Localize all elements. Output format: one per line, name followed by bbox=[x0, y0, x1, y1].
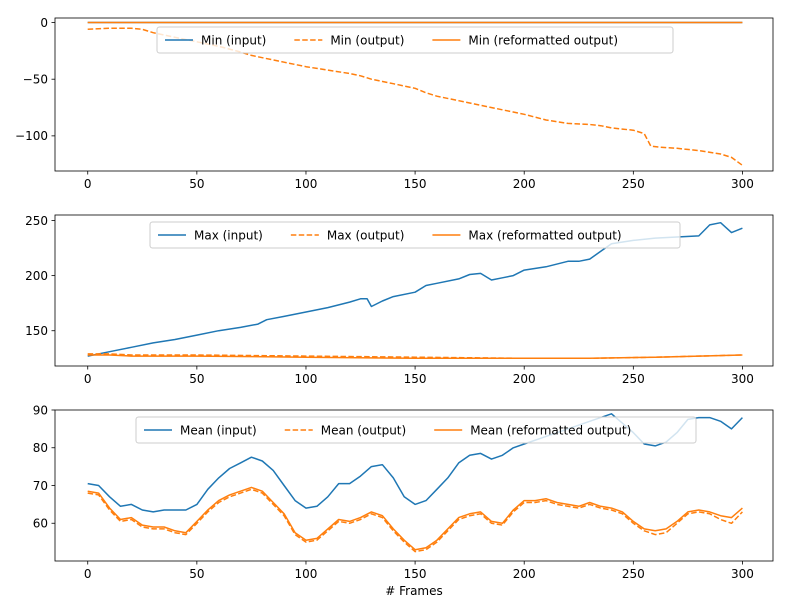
y-tick-label: 70 bbox=[33, 479, 48, 493]
axes-frame bbox=[54, 214, 774, 367]
x-tick-label: 300 bbox=[731, 567, 754, 581]
x-tick-label: 150 bbox=[404, 177, 427, 191]
y-tick-label: 60 bbox=[33, 517, 48, 531]
x-tick-label: 200 bbox=[513, 177, 536, 191]
legend-label: Mean (output) bbox=[321, 423, 406, 437]
x-tick-label: 150 bbox=[404, 372, 427, 386]
x-tick-label: 0 bbox=[84, 567, 92, 581]
legend-label: Max (reformatted output) bbox=[468, 228, 621, 242]
legend: Max (input) Max (output) Max (reformatted … bbox=[149, 221, 681, 249]
y-tick-label: 80 bbox=[33, 441, 48, 455]
x-tick-label: 300 bbox=[731, 177, 754, 191]
x-tick-label: 150 bbox=[404, 567, 427, 581]
x-tick-label: 100 bbox=[295, 372, 318, 386]
x-tick-label: 0 bbox=[84, 372, 92, 386]
legend-box bbox=[135, 416, 697, 444]
legend-label: Mean (input) bbox=[180, 423, 257, 437]
x-tick-label: 50 bbox=[189, 372, 204, 386]
x-tick-label: 300 bbox=[731, 372, 754, 386]
y-tick-label: 150 bbox=[25, 324, 48, 338]
x-tick-label: 50 bbox=[189, 567, 204, 581]
axes-frame bbox=[54, 17, 774, 172]
legend-box bbox=[149, 221, 681, 249]
x-tick-label: 250 bbox=[622, 567, 645, 581]
legend-label: Max (input) bbox=[194, 228, 263, 242]
x-tick-label: 250 bbox=[622, 372, 645, 386]
x-tick-label: 50 bbox=[189, 177, 204, 191]
y-tick-label: 90 bbox=[33, 403, 48, 417]
legend-label: Min (output) bbox=[330, 33, 404, 47]
series-line-max-reformatted-output bbox=[87, 354, 743, 360]
legend-label: Min (reformatted output) bbox=[468, 33, 618, 47]
y-tick-label: 250 bbox=[25, 214, 48, 228]
x-tick-label: 200 bbox=[513, 372, 536, 386]
legend-label: Max (output) bbox=[327, 228, 405, 242]
legend-label: Mean (reformatted output) bbox=[470, 423, 631, 437]
x-tick-label: 200 bbox=[513, 567, 536, 581]
legend: Min (input) Min (output) Min (reformatted … bbox=[156, 26, 674, 54]
series-line-mean-output bbox=[87, 488, 743, 553]
x-axis-label: # Frames bbox=[385, 584, 443, 598]
legend-box bbox=[156, 26, 674, 54]
y-tick-label: 0 bbox=[40, 16, 48, 30]
legend: Mean (input) Mean (output) Mean (reformatt… bbox=[135, 416, 697, 444]
y-tick-label: −50 bbox=[23, 73, 48, 87]
x-tick-label: 250 bbox=[622, 177, 645, 191]
x-tick-label: 0 bbox=[84, 177, 92, 191]
x-tick-label: 100 bbox=[295, 567, 318, 581]
series-line-mean-reformatted-output bbox=[87, 486, 743, 551]
y-tick-label: 200 bbox=[25, 269, 48, 283]
x-tick-label: 100 bbox=[295, 177, 318, 191]
legend-label: Min (input) bbox=[201, 33, 266, 47]
y-tick-label: −100 bbox=[15, 129, 48, 143]
